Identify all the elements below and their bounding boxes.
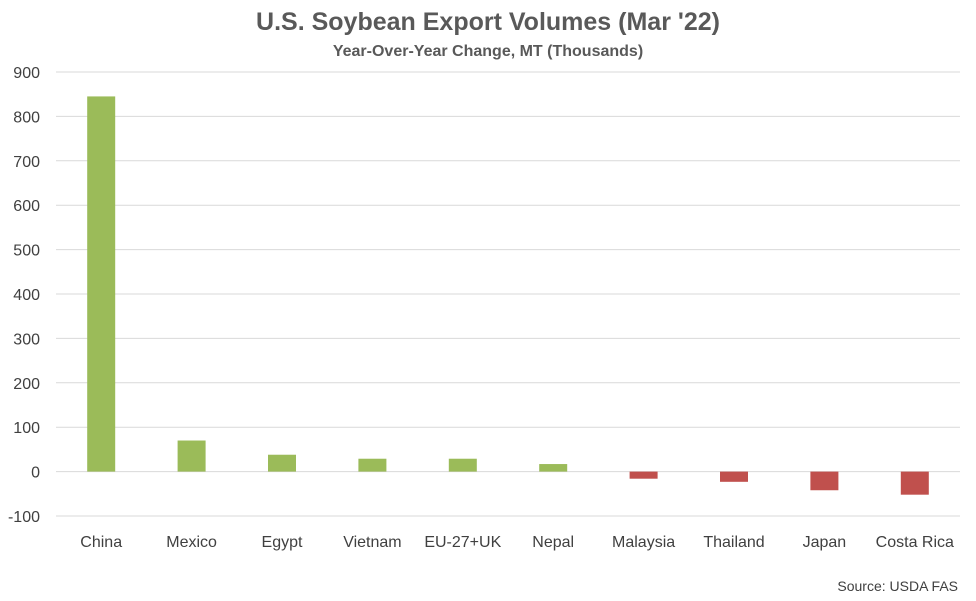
bar-costa-rica (900, 471, 929, 495)
y-tick-label: 500 (13, 243, 40, 260)
y-tick-label: 700 (13, 154, 40, 171)
y-tick-label: 600 (13, 198, 40, 215)
chart-title: U.S. Soybean Export Volumes (Mar '22) (256, 8, 720, 36)
x-tick-label: Thailand (703, 534, 764, 551)
x-tick-label: China (80, 534, 122, 551)
bar-eu-27-uk (448, 458, 477, 472)
x-tick-label: EU-27+UK (424, 534, 501, 551)
x-tick-label: Mexico (166, 534, 217, 551)
x-tick-label: Malaysia (612, 534, 675, 551)
y-axis-ticks: -100 0 100 200 300 400 500 600 700 800 900 (8, 65, 40, 526)
bar-china (87, 96, 116, 472)
bar-nepal (539, 464, 568, 472)
bar-egypt (268, 454, 296, 472)
x-tick-label: Nepal (532, 534, 574, 551)
bar-japan (810, 471, 839, 491)
bars (87, 96, 929, 495)
y-tick-label: 400 (13, 287, 40, 304)
y-tick-label: 200 (13, 376, 40, 393)
chart-subtitle: Year-Over-Year Change, MT (Thousands) (332, 43, 644, 60)
bar-thailand (720, 471, 748, 482)
x-axis-ticks: China Mexico Egypt Vietnam EU-27+UK Nepal Mala… (80, 534, 954, 551)
bar-vietnam (358, 458, 387, 472)
x-tick-label: Japan (803, 534, 847, 551)
bar-mexico (177, 440, 206, 472)
y-tick-label: -100 (8, 509, 40, 526)
x-tick-label: Egypt (262, 534, 303, 551)
gridlines (56, 71, 960, 517)
y-tick-label: 0 (31, 465, 40, 482)
y-tick-label: 100 (13, 420, 40, 437)
source-note: Source: USDA FAS (837, 578, 958, 594)
y-tick-label: 800 (13, 109, 40, 126)
y-tick-label: 300 (13, 331, 40, 348)
bar-malaysia (629, 471, 658, 479)
x-tick-label: Vietnam (343, 534, 401, 551)
y-tick-label: 900 (13, 65, 40, 82)
x-tick-label: Costa Rica (876, 534, 954, 551)
